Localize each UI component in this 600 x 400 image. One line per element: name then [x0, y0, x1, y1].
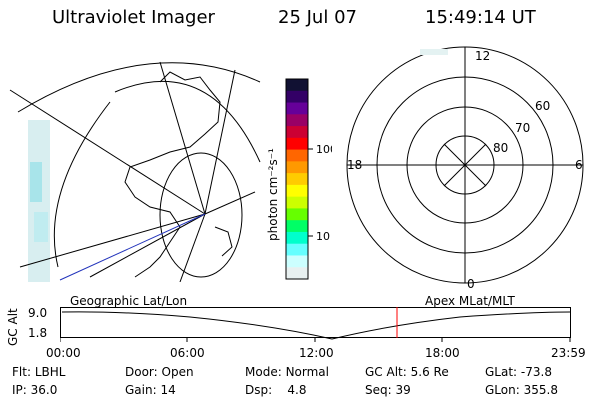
colorbar-swatch	[286, 243, 308, 256]
colorbar-gradient	[286, 79, 308, 280]
colorbar-swatch	[286, 149, 308, 162]
colorbar-swatch	[286, 79, 308, 92]
colorbar-swatch	[286, 231, 308, 245]
mlat-label-70: 70	[515, 121, 530, 135]
colorbar-swatch	[286, 90, 308, 104]
colorbar-unit-label: photon cm⁻²s⁻¹	[266, 148, 280, 241]
timeline-x-tick-1200: 12:00	[299, 346, 334, 360]
altitude-timeline	[60, 307, 571, 342]
timeline-x-tick-0600: 06:00	[170, 346, 205, 360]
mlat-label-80: 80	[493, 141, 508, 155]
colorbar-tick-100: 100	[316, 143, 332, 156]
geographic-map	[9, 61, 261, 282]
instrument-title: Ultraviolet Imager	[52, 7, 215, 28]
timeline-x-tick-0000: 00:00	[46, 346, 81, 360]
mlt-label-18: 18	[347, 158, 362, 172]
mlt-label-0: 0	[467, 277, 475, 290]
status-flt: Flt: LBHL	[12, 365, 66, 379]
status-glon: GLon: 355.8	[485, 383, 558, 397]
colorbar-swatch	[286, 137, 308, 151]
colorbar-swatch	[286, 255, 308, 268]
date-label: 25 Jul 07	[278, 7, 357, 28]
colorbar-swatch	[286, 184, 308, 198]
colorbar-swatch	[286, 208, 308, 221]
timeline-y-tick-bottom: 1.8	[28, 326, 48, 340]
colorbar-swatch	[286, 173, 308, 186]
status-mode: Mode: Normal	[245, 365, 329, 379]
timeline-right-label: Apex MLat/MLT	[425, 294, 515, 308]
colorbar-swatch	[286, 126, 308, 139]
colorbar-swatch	[286, 114, 308, 127]
status-gain: Gain: 14	[125, 383, 176, 397]
time-label: 15:49:14 UT	[425, 7, 536, 28]
mlat-label-60: 60	[535, 99, 550, 113]
timeline-y-tick-top: 9.0	[28, 306, 48, 320]
mlt-label-6: 6	[575, 158, 583, 172]
status-gc-alt: GC Alt: 5.6 Re	[365, 365, 449, 379]
colorbar-swatch	[286, 267, 308, 280]
status-dsp: Dsp: 4.8	[245, 383, 307, 397]
colorbar-swatch	[286, 196, 308, 209]
aurora-emission	[28, 120, 50, 282]
colorbar-swatch	[286, 220, 308, 233]
status-door: Door: Open	[125, 365, 194, 379]
timeline-x-tick-2359: 23:59	[551, 346, 586, 360]
timeline-left-label: Geographic Lat/Lon	[70, 294, 188, 308]
timeline-y-title: GC Alt	[6, 308, 20, 346]
colorbar: 100 10 photon cm⁻²s⁻¹	[266, 78, 332, 280]
status-glat: GLat: -73.8	[485, 365, 552, 379]
colorbar-swatch	[286, 102, 308, 115]
timeline-x-tick-1800: 18:00	[425, 346, 460, 360]
status-seq: Seq: 39	[365, 383, 411, 397]
apex-polar-plot: 12 0 18 6 60 70 80	[346, 46, 584, 290]
colorbar-tick-10: 10	[316, 230, 330, 243]
status-ip: IP: 36.0	[12, 383, 58, 397]
colorbar-swatch	[286, 161, 308, 174]
mlt-label-12: 12	[475, 49, 490, 63]
